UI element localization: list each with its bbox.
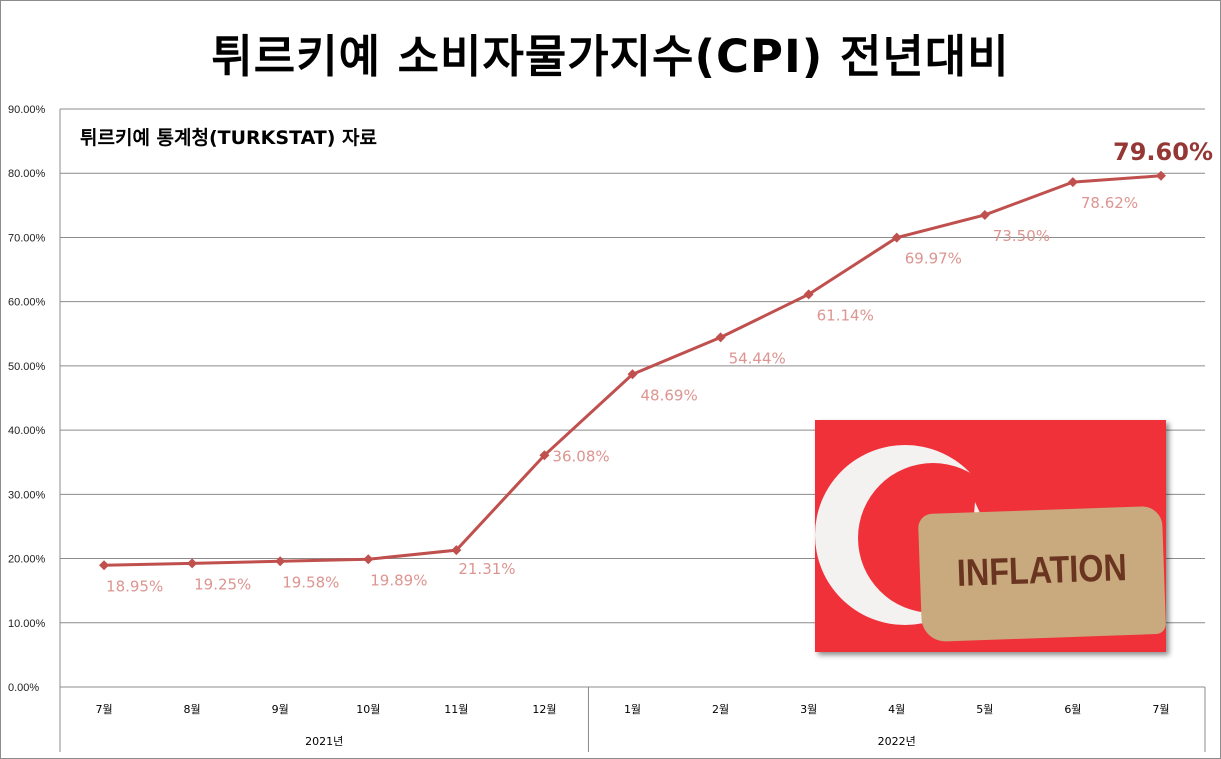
y-tick-label: 60.00%	[8, 297, 46, 309]
data-point-marker	[539, 450, 550, 461]
y-tick-label: 80.00%	[8, 168, 46, 180]
y-tick-label: 20.00%	[8, 554, 46, 566]
x-tick-label: 6월	[1064, 703, 1081, 716]
inflation-caption: INFLATION	[956, 547, 1128, 595]
data-point-marker	[715, 332, 726, 343]
x-tick-label: 2월	[712, 703, 729, 716]
x-group-label: 2021년	[305, 735, 343, 748]
data-label: 18.95%	[106, 577, 163, 595]
data-label: 19.58%	[282, 573, 339, 591]
data-point-marker	[1067, 177, 1078, 188]
y-tick-label: 70.00%	[8, 232, 46, 244]
data-label: 69.97%	[905, 250, 962, 268]
data-point-marker	[1155, 170, 1166, 181]
latest-value-highlight: 79.60%	[1113, 138, 1213, 166]
data-label: 36.08%	[552, 447, 609, 465]
x-tick-label: 12월	[532, 703, 556, 716]
x-tick-label: 5월	[976, 703, 993, 716]
y-tick-label: 90.00%	[8, 104, 46, 116]
x-tick-label: 10월	[356, 703, 380, 716]
data-point-marker	[803, 289, 814, 300]
data-point-marker	[979, 209, 990, 220]
y-tick-label: 40.00%	[8, 425, 46, 437]
x-group-label: 2022년	[878, 735, 916, 748]
data-label: 73.50%	[993, 227, 1050, 245]
data-label: 61.14%	[817, 306, 874, 324]
data-label: 78.62%	[1081, 194, 1138, 212]
data-label: 54.44%	[729, 349, 786, 367]
turkey-inflation-photo: INFLATION	[815, 420, 1166, 652]
data-label: 21.31%	[458, 560, 515, 578]
chart-subtitle: 튀르키예 통계청(TURKSTAT) 자료	[80, 127, 378, 149]
data-label: 19.25%	[194, 575, 251, 593]
y-tick-label: 30.00%	[8, 489, 46, 501]
data-point-marker	[275, 556, 286, 567]
y-tick-label: 0.00%	[8, 682, 39, 694]
chart-title: 튀르키예 소비자물가지수(CPI) 전년대비	[211, 30, 1010, 83]
data-label: 19.89%	[370, 571, 427, 589]
data-point-marker	[99, 560, 110, 571]
x-tick-label: 8월	[184, 703, 201, 716]
data-point-marker	[187, 558, 198, 569]
y-tick-label: 10.00%	[8, 618, 46, 630]
data-label: 48.69%	[641, 386, 698, 404]
x-tick-label: 11월	[444, 703, 468, 716]
x-tick-label: 9월	[272, 703, 289, 716]
data-point-marker	[451, 545, 462, 556]
x-tick-label: 1월	[624, 703, 641, 716]
data-point-marker	[627, 369, 638, 380]
data-point-marker	[891, 232, 902, 243]
inflation-cardboard: INFLATION	[917, 505, 1166, 643]
x-tick-label: 3월	[800, 703, 817, 716]
data-point-marker	[363, 554, 374, 565]
x-tick-label: 7월	[1152, 703, 1169, 716]
x-tick-label: 7월	[95, 703, 112, 716]
x-tick-label: 4월	[888, 703, 905, 716]
y-tick-label: 50.00%	[8, 361, 46, 373]
